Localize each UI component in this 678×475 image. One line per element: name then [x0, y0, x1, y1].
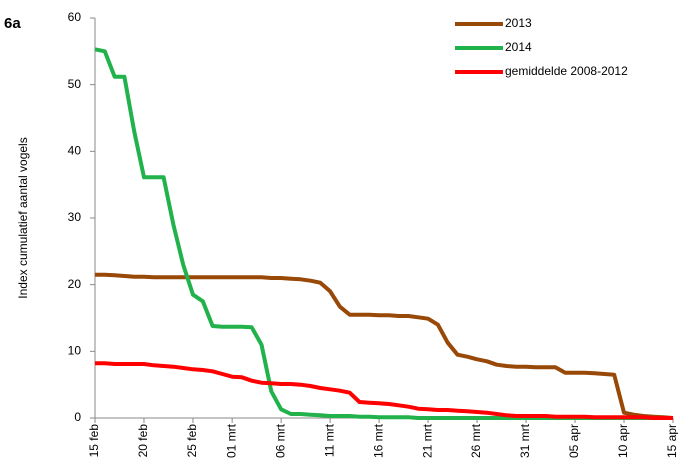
x-tick-label: 25 feb: [185, 424, 199, 458]
series-line: [94, 47, 673, 420]
panel-label: 6a: [4, 15, 21, 32]
legend-label: gemiddelde 2008-2012: [505, 64, 628, 78]
y-axis-label: Index cumulatief aantal vogels: [16, 137, 30, 298]
x-tick-label: 15 apr: [665, 424, 678, 458]
y-tick-label: 60: [68, 10, 82, 24]
x-tick-label: 31 mrt: [518, 423, 532, 458]
series-line: [95, 272, 674, 420]
x-tick-label: 01 mrt: [224, 423, 238, 458]
x-tick-label: 26 mrt: [469, 423, 483, 458]
y-tick-label: 30: [68, 210, 82, 224]
y-tick-label: 10: [68, 344, 82, 358]
x-tick-label: 16 mrt: [371, 423, 385, 458]
x-tick-label: 21 mrt: [420, 423, 434, 458]
y-tick-label: 0: [74, 410, 81, 424]
x-tick-label: 06 mrt: [273, 423, 287, 458]
y-tick-label: 50: [68, 77, 82, 91]
legend-label: 2013: [505, 16, 532, 30]
legend-label: 2014: [505, 40, 532, 54]
y-tick-label: 40: [68, 144, 82, 158]
x-tick-label: 15 feb: [87, 424, 101, 458]
series-line: [95, 361, 673, 420]
x-tick-label: 20 feb: [136, 424, 150, 458]
x-tick-label: 11 mrt: [322, 423, 336, 457]
y-tick-label: 20: [68, 277, 82, 291]
x-tick-label: 05 apr: [567, 424, 581, 458]
x-tick-label: 10 apr: [616, 424, 630, 458]
